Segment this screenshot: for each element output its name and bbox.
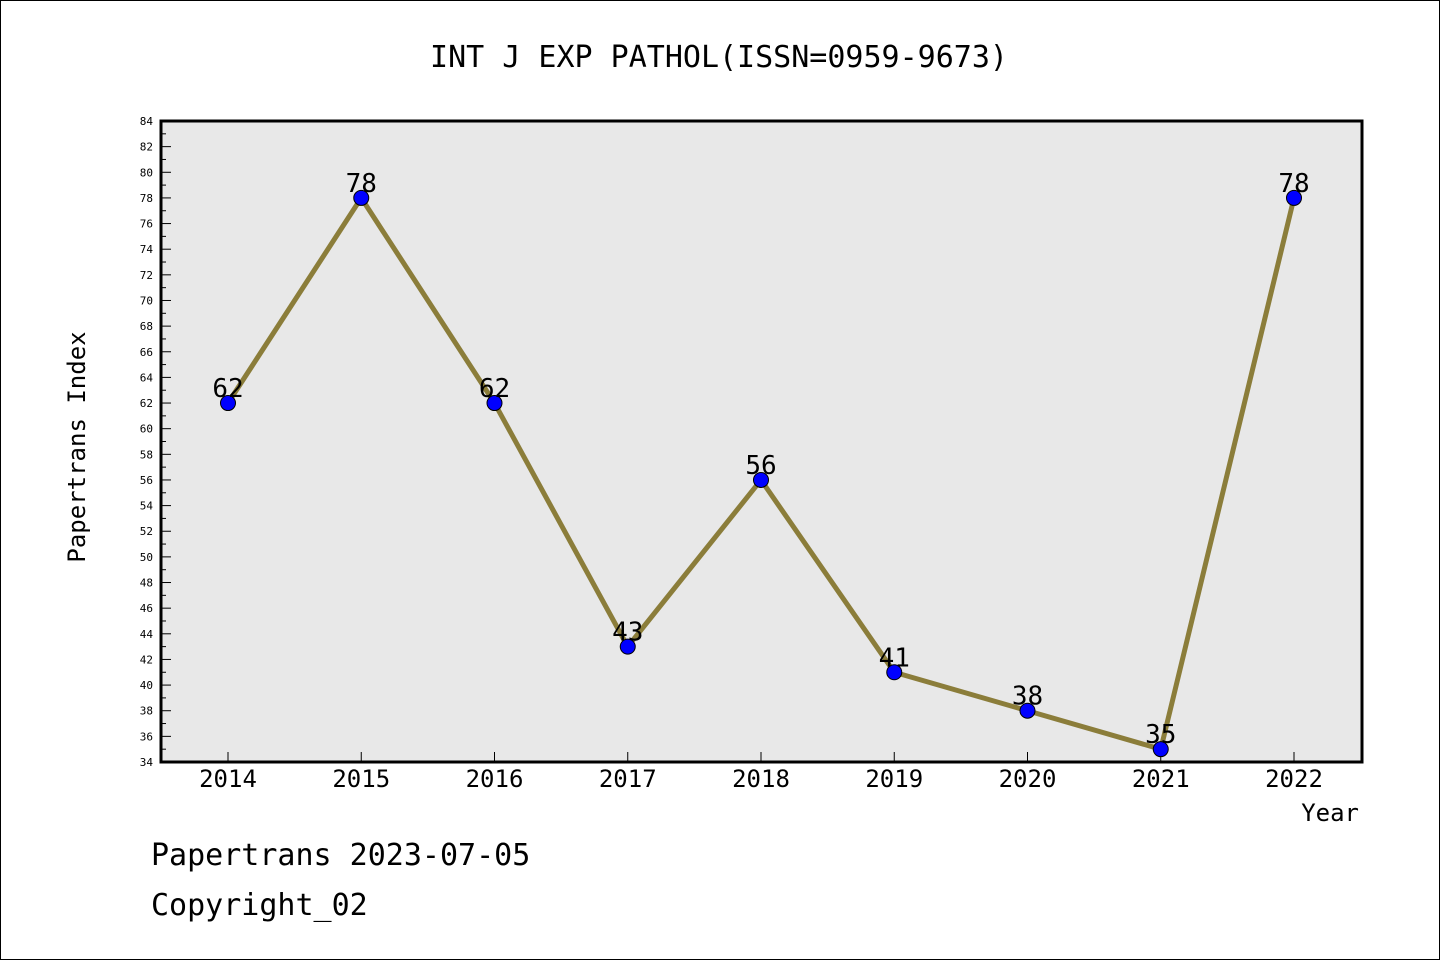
y-axis-ticks: 34 36 38 40 42 44 46 48 50 52 54 56 58 60 62 64 66 68 70 72…	[140, 115, 171, 769]
data-point	[220, 395, 236, 412]
footer-copyright: Copyright_02	[151, 888, 368, 923]
series-line-group	[220, 189, 1302, 758]
data-label: 41	[879, 643, 910, 673]
data-point	[619, 638, 636, 655]
footer-date: Papertrans 2023-07-05	[151, 838, 530, 873]
data-label: 78	[1278, 169, 1309, 199]
y-tick-label: 84	[140, 115, 154, 128]
x-tick-label: 2019	[865, 765, 923, 793]
y-tick-label: 38	[140, 705, 153, 718]
y-tick-label: 70	[140, 294, 153, 307]
y-tick-label: 82	[140, 141, 153, 154]
y-tick-label: 34	[140, 756, 154, 769]
x-axis-label: Year	[1301, 799, 1359, 827]
data-point	[1019, 702, 1036, 719]
data-label: 78	[346, 169, 377, 199]
y-tick-label: 60	[140, 423, 153, 436]
y-tick-label: 48	[140, 577, 153, 590]
plot-area	[159, 119, 1364, 764]
y-tick-label: 42	[140, 653, 153, 666]
x-tick-label: 2021	[1132, 765, 1190, 793]
data-label: 56	[745, 451, 776, 481]
data-point	[1152, 741, 1169, 758]
data-label: 38	[1012, 682, 1043, 712]
x-tick-label: 2018	[732, 765, 790, 793]
x-tick-label: 2017	[599, 765, 657, 793]
y-tick-label: 54	[140, 500, 154, 513]
x-tick-label: 2015	[332, 765, 390, 793]
y-tick-label: 68	[140, 320, 153, 333]
x-tick-label: 2020	[999, 765, 1057, 793]
data-point	[353, 189, 370, 206]
y-tick-label: 64	[140, 371, 154, 384]
data-label: 62	[479, 374, 510, 404]
x-tick-label: 2016	[466, 765, 524, 793]
y-tick-label: 36	[140, 730, 153, 743]
x-tick-label: 2014	[199, 765, 257, 793]
y-tick-label: 52	[140, 525, 153, 538]
y-tick-label: 72	[140, 269, 153, 282]
data-label: 43	[612, 618, 643, 648]
y-tick-label: 80	[140, 166, 153, 179]
data-point	[1286, 189, 1302, 206]
y-tick-label: 74	[140, 243, 154, 256]
y-tick-label: 44	[140, 628, 154, 641]
chart-title: INT J EXP PATHOL(ISSN=0959-9673)	[430, 40, 1008, 75]
x-tick-label: 2022	[1265, 765, 1323, 793]
y-tick-label: 58	[140, 448, 153, 461]
data-point	[486, 395, 503, 412]
y-tick-label: 46	[140, 602, 153, 615]
y-tick-label: 66	[140, 346, 153, 359]
data-label: 35	[1145, 720, 1176, 750]
data-point	[886, 664, 903, 681]
y-tick-label: 62	[140, 397, 153, 410]
y-tick-label: 40	[140, 679, 153, 692]
y-tick-label: 76	[140, 218, 153, 231]
data-point	[753, 471, 769, 488]
y-axis-label: Papertrans Index	[63, 331, 91, 562]
y-tick-label: 56	[140, 474, 153, 487]
y-tick-label: 78	[140, 192, 153, 205]
x-axis-ticks: 2014 2015 2016 2017 2018 2019 2020 2021 2022	[199, 752, 1323, 793]
data-labels-group: 62 78 62 43 56 41 38 35 78	[212, 169, 1309, 750]
data-label: 62	[212, 374, 243, 404]
y-tick-label: 50	[140, 551, 153, 564]
